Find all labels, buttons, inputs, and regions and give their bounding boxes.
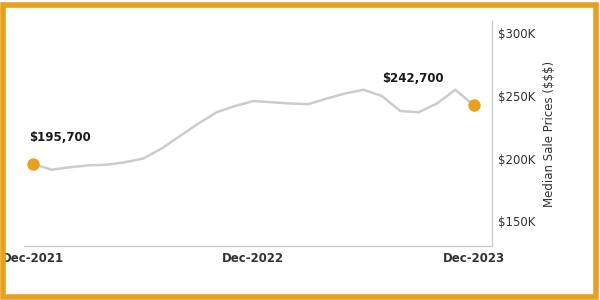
Point	[28, 161, 38, 166]
Point	[469, 103, 478, 107]
Y-axis label: Median Sale Prices ($$$): Median Sale Prices ($$$)	[543, 60, 556, 207]
Text: $195,700: $195,700	[29, 131, 91, 144]
Text: $242,700: $242,700	[382, 72, 443, 85]
